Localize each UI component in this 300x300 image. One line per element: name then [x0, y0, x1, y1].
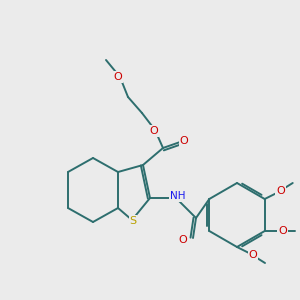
Text: O: O — [178, 235, 188, 245]
Text: NH: NH — [170, 191, 186, 201]
Text: O: O — [150, 126, 158, 136]
Text: O: O — [114, 72, 122, 82]
Text: O: O — [278, 226, 287, 236]
Text: O: O — [276, 186, 285, 196]
Text: O: O — [180, 136, 188, 146]
Text: O: O — [249, 250, 257, 260]
Text: S: S — [129, 216, 137, 226]
